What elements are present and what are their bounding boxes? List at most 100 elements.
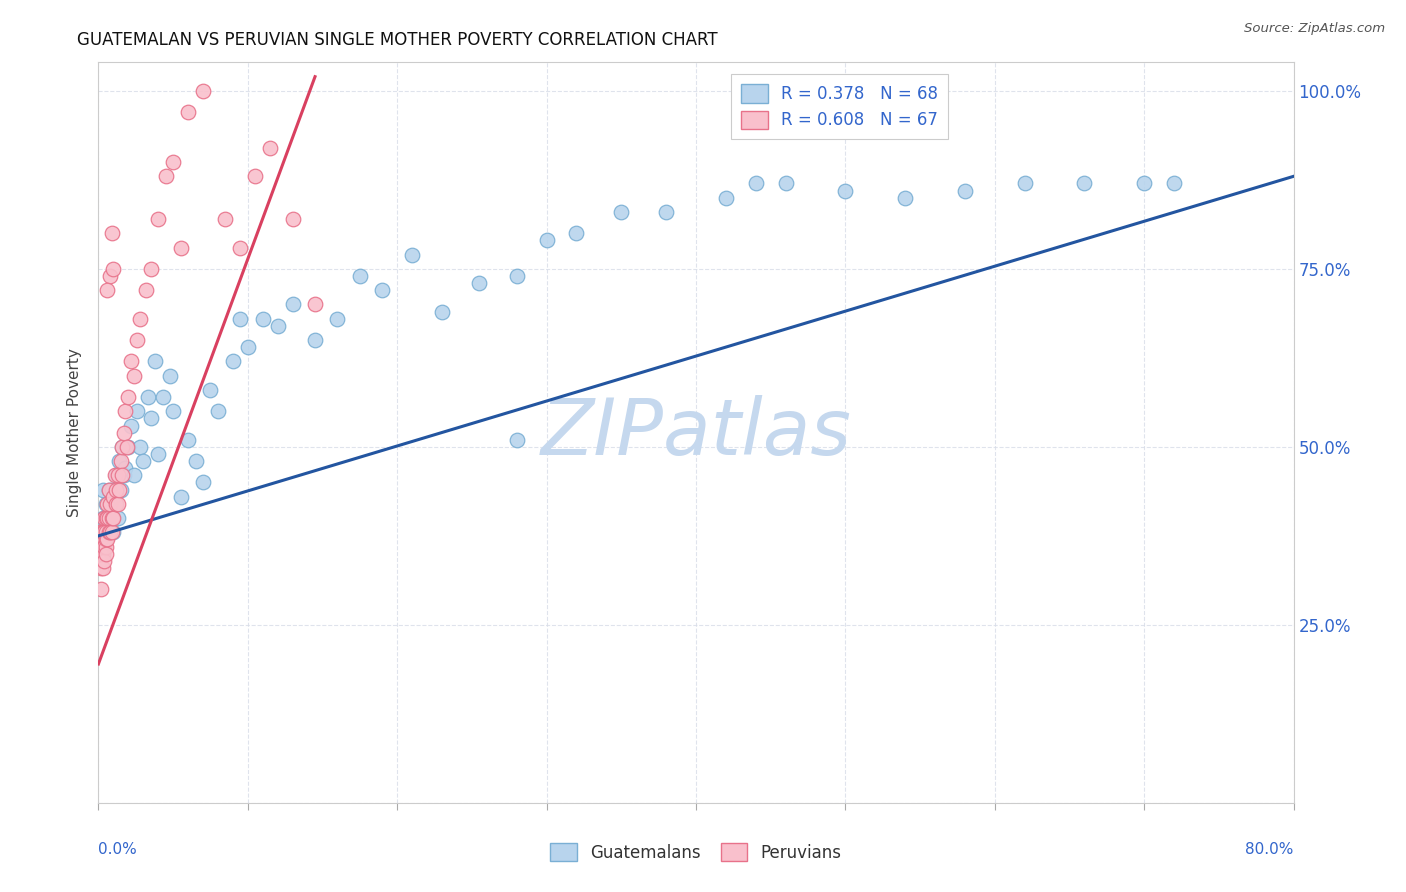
Point — [207, 404, 229, 418]
Point — [430, 304, 453, 318]
Point — [94, 497, 117, 511]
Point — [610, 205, 633, 219]
Point — [152, 390, 174, 404]
Point — [135, 283, 157, 297]
Point — [90, 547, 112, 561]
Point — [101, 525, 124, 540]
Point — [94, 540, 117, 554]
Point — [93, 554, 115, 568]
Point — [97, 511, 120, 525]
Point — [104, 497, 127, 511]
Point — [191, 475, 214, 490]
Point — [834, 184, 856, 198]
Point — [110, 454, 132, 468]
Point — [112, 468, 135, 483]
Point — [111, 440, 134, 454]
Point — [536, 234, 558, 248]
Point — [101, 483, 124, 497]
Point — [98, 525, 122, 540]
Point — [94, 525, 117, 540]
Point — [104, 468, 127, 483]
Point — [91, 561, 114, 575]
Point — [124, 468, 146, 483]
Point — [468, 276, 491, 290]
Point — [98, 497, 122, 511]
Point — [89, 554, 111, 568]
Point — [775, 177, 797, 191]
Point — [127, 404, 149, 418]
Point — [136, 390, 159, 404]
Point — [1163, 177, 1185, 191]
Point — [229, 311, 252, 326]
Point — [281, 212, 304, 227]
Point — [155, 169, 177, 184]
Point — [229, 240, 252, 255]
Point — [132, 454, 155, 468]
Point — [108, 483, 131, 497]
Point — [114, 404, 136, 418]
Text: GUATEMALAN VS PERUVIAN SINGLE MOTHER POVERTY CORRELATION CHART: GUATEMALAN VS PERUVIAN SINGLE MOTHER POV… — [77, 31, 718, 49]
Point — [177, 105, 200, 120]
Point — [326, 311, 349, 326]
Point — [1133, 177, 1156, 191]
Point — [94, 533, 117, 547]
Point — [105, 497, 128, 511]
Point — [107, 511, 129, 525]
Point — [259, 141, 281, 155]
Point — [96, 533, 118, 547]
Point — [745, 177, 768, 191]
Point — [304, 333, 326, 347]
Y-axis label: Single Mother Poverty: Single Mother Poverty — [67, 348, 83, 517]
Point — [94, 511, 117, 525]
Point — [371, 283, 394, 297]
Text: Source: ZipAtlas.com: Source: ZipAtlas.com — [1244, 22, 1385, 36]
Text: 80.0%: 80.0% — [1246, 842, 1294, 856]
Point — [129, 440, 152, 454]
Point — [506, 433, 529, 447]
Point — [148, 447, 170, 461]
Point — [103, 490, 125, 504]
Point — [94, 547, 117, 561]
Legend: Guatemalans, Peruvians: Guatemalans, Peruvians — [544, 837, 848, 869]
Point — [91, 525, 114, 540]
Point — [90, 561, 112, 575]
Point — [114, 461, 136, 475]
Point — [97, 525, 120, 540]
Point — [214, 212, 236, 227]
Point — [103, 525, 125, 540]
Point — [110, 483, 132, 497]
Point — [101, 511, 124, 525]
Text: 0.0%: 0.0% — [98, 842, 138, 856]
Point — [655, 205, 678, 219]
Point — [117, 390, 139, 404]
Point — [115, 440, 138, 454]
Point — [129, 311, 152, 326]
Point — [117, 440, 139, 454]
Point — [184, 454, 207, 468]
Point — [245, 169, 267, 184]
Point — [565, 227, 588, 241]
Point — [148, 212, 170, 227]
Point — [349, 268, 371, 283]
Point — [111, 440, 134, 454]
Point — [98, 504, 122, 518]
Point — [304, 297, 326, 311]
Point — [91, 525, 114, 540]
Point — [91, 511, 114, 525]
Point — [107, 468, 129, 483]
Point — [90, 582, 112, 597]
Point — [159, 368, 181, 383]
Point — [96, 497, 118, 511]
Point — [96, 283, 118, 297]
Point — [169, 240, 191, 255]
Point — [222, 354, 245, 368]
Point — [267, 318, 290, 333]
Point — [169, 490, 191, 504]
Point — [105, 468, 128, 483]
Point — [91, 547, 114, 561]
Point — [90, 533, 112, 547]
Point — [97, 483, 120, 497]
Point — [97, 483, 120, 497]
Point — [94, 525, 117, 540]
Point — [506, 268, 529, 283]
